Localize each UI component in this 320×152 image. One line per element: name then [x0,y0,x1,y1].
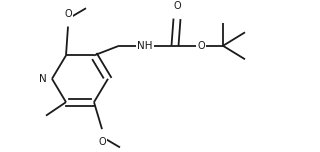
Text: O: O [98,137,106,147]
Text: O: O [197,41,205,51]
Text: N: N [39,74,47,84]
Text: O: O [64,9,72,19]
Text: NH: NH [137,41,153,51]
Text: O: O [173,1,181,11]
